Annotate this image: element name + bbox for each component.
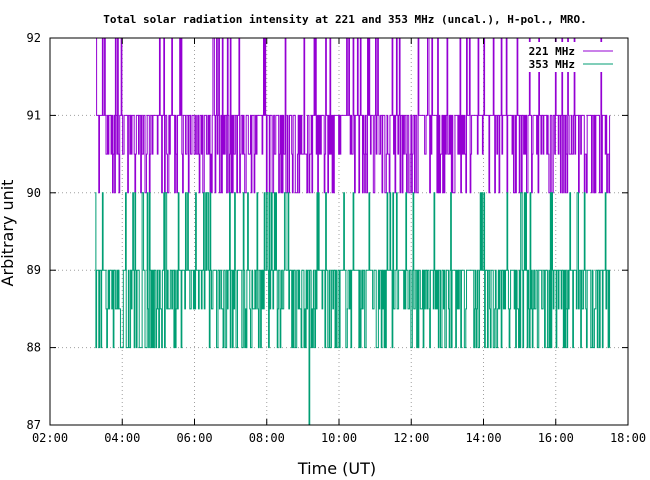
y-axis-label: Arbitrary unit [0,180,17,287]
x-tick-label: 08:00 [249,431,285,445]
y-tick-label: 90 [27,186,41,200]
legend-label-221: 221 MHz [529,45,575,58]
x-tick-label: 10:00 [321,431,357,445]
x-tick-label: 04:00 [104,431,140,445]
x-axis-label: Time (UT) [297,459,376,478]
x-tick-label: 12:00 [393,431,429,445]
y-tick-label: 92 [27,31,41,45]
y-tick-label: 88 [27,341,41,355]
x-tick-label: 02:00 [32,431,68,445]
x-tick-label: 16:00 [538,431,574,445]
legend: 221 MHz 353 MHz [520,42,620,72]
x-tick-label: 06:00 [176,431,212,445]
ticks: 02:00 04:00 06:00 08:00 10:00 12:00 14:00 16:00… [27,31,647,445]
y-tick-label: 87 [27,418,41,432]
grid [50,38,628,425]
series-layer [95,37,611,426]
series-line-353-mhz [95,192,611,426]
legend-label-353: 353 MHz [529,58,575,71]
legend-background [520,42,620,72]
y-tick-label: 89 [27,263,41,277]
x-tick-label: 18:00 [610,431,646,445]
chart-title: Total solar radiation intensity at 221 a… [103,13,586,26]
x-tick-label: 14:00 [465,431,501,445]
y-tick-label: 91 [27,108,41,122]
